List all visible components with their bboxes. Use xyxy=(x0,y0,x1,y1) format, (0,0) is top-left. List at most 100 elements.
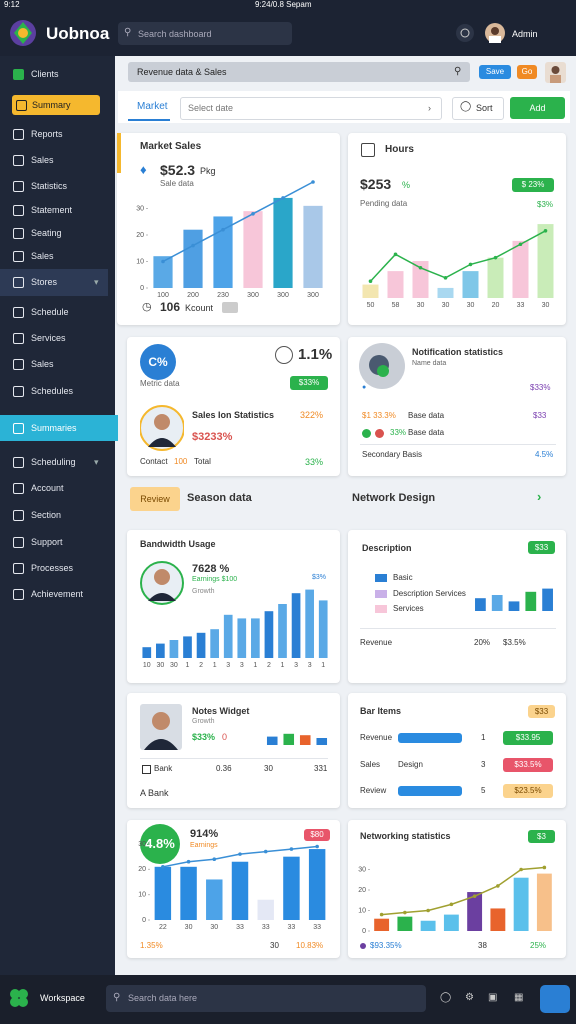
x-tick-label: 22 xyxy=(159,924,167,931)
x-tick-label: 30 xyxy=(467,302,475,309)
x-tick-label: 10 xyxy=(143,662,151,669)
bar xyxy=(169,640,179,658)
sidebar-highlight[interactable] xyxy=(0,269,108,296)
icon-button[interactable]: ⚙ xyxy=(465,992,474,1003)
go-button[interactable]: Go xyxy=(517,65,537,79)
notify-top-value: $33% xyxy=(530,383,551,392)
card-title: Description xyxy=(362,543,412,553)
y-tick-label: 20 xyxy=(358,887,366,894)
sidebar-item[interactable]: Seating xyxy=(31,228,62,238)
tab[interactable]: Market xyxy=(137,101,168,112)
sort-button[interactable] xyxy=(452,97,504,120)
legend-swatch xyxy=(375,590,387,598)
sidebar-chevron[interactable]: ▾ xyxy=(94,277,99,287)
legend-label: Basic xyxy=(393,573,413,582)
sidebar-item[interactable]: Achievement xyxy=(31,589,84,599)
line-point xyxy=(379,912,384,917)
x-tick-label: 300 xyxy=(307,292,319,299)
card-tag: $3% xyxy=(537,200,554,209)
bar xyxy=(397,916,413,931)
profile-avatar[interactable] xyxy=(545,62,566,83)
sidebar-item[interactable]: Account xyxy=(31,483,64,493)
sidebar-item[interactable]: Scheduling xyxy=(31,457,76,467)
sidebar-item[interactable]: Processes xyxy=(31,563,74,573)
line-point xyxy=(472,894,477,898)
avatar[interactable] xyxy=(485,23,505,43)
card-earnings: Earnings $100 xyxy=(192,576,238,583)
sidebar-item[interactable]: Support xyxy=(31,537,63,547)
save-button[interactable]: Save xyxy=(479,65,511,79)
card-icon: ♦ xyxy=(140,162,147,177)
sidebar-item[interactable]: Summaries xyxy=(31,423,77,433)
date-select[interactable] xyxy=(180,97,442,120)
y-tick-label: 30 xyxy=(138,841,146,848)
line-point xyxy=(468,262,473,267)
sidebar-item[interactable]: Reports xyxy=(31,129,63,139)
row-extra: $33 xyxy=(533,411,547,420)
sidebar-item[interactable]: Services xyxy=(31,333,66,343)
filter-bar[interactable] xyxy=(128,62,470,82)
sidebar-highlight[interactable] xyxy=(0,415,118,441)
icon-button[interactable]: ▣ xyxy=(488,992,498,1003)
sidebar-item[interactable]: Statistics xyxy=(31,181,68,191)
bar xyxy=(183,229,203,288)
sidebar-item[interactable]: Sales xyxy=(31,155,54,165)
bar xyxy=(513,877,529,931)
row-label: Revenue xyxy=(360,733,393,742)
x-tick-label: 2 xyxy=(267,662,271,669)
sidebar-icon xyxy=(13,563,24,574)
filter-icon: ⚲ xyxy=(454,66,462,77)
sidebar-icon xyxy=(13,333,24,344)
fab-button[interactable] xyxy=(540,985,570,1013)
card-title: Bandwidth Usage xyxy=(140,539,216,549)
bar xyxy=(387,271,404,298)
legend-dot xyxy=(360,943,366,949)
metric-caption: Metric data xyxy=(140,379,180,388)
sidebar-item[interactable]: Schedules xyxy=(31,386,74,396)
person-photo xyxy=(140,405,184,451)
sidebar-highlight[interactable] xyxy=(12,95,100,115)
icon-button[interactable]: ▦ xyxy=(514,992,524,1003)
sidebar-item[interactable]: Stores xyxy=(31,277,58,287)
sidebar-item[interactable]: Sales xyxy=(31,251,54,261)
notification-icon[interactable] xyxy=(455,23,475,43)
sidebar-item[interactable]: Section xyxy=(31,510,62,520)
card-growth: Growth xyxy=(192,588,215,595)
card-title: Notes Widget xyxy=(192,706,250,716)
search-box[interactable] xyxy=(118,22,292,45)
divider xyxy=(140,758,328,759)
tab-underline xyxy=(128,119,170,121)
chart xyxy=(475,588,553,611)
card-footer-value: 10.83% xyxy=(296,941,324,950)
line xyxy=(162,181,314,263)
row-value: 0.36 xyxy=(216,764,232,773)
add-button[interactable]: Add xyxy=(510,97,565,119)
bar xyxy=(487,257,504,298)
bar xyxy=(153,256,173,288)
bottom-search[interactable] xyxy=(106,985,426,1012)
line-point xyxy=(221,227,225,232)
sidebar-item[interactable]: Schedule xyxy=(31,307,69,317)
card-value: 914% xyxy=(190,828,219,840)
bar xyxy=(243,211,263,288)
card-footer-value: 25% xyxy=(530,941,547,950)
row-label: Review xyxy=(360,786,387,795)
row-badge: $33.95 xyxy=(503,731,553,745)
contact-total: Total xyxy=(194,457,211,466)
sidebar-item[interactable]: Summary xyxy=(32,100,71,110)
sidebar-item[interactable]: Clients xyxy=(31,69,59,79)
y-tick-label: 30 xyxy=(358,866,366,873)
bar xyxy=(299,735,311,745)
sidebar-icon xyxy=(13,537,24,548)
x-tick-label: 30 xyxy=(417,302,425,309)
icon-button[interactable]: ◯ xyxy=(440,992,452,1003)
section-arrow[interactable]: › xyxy=(537,489,542,504)
sidebar-chevron[interactable]: ▾ xyxy=(94,457,99,467)
bar xyxy=(291,593,301,658)
card-value: 7628 % xyxy=(192,563,230,575)
sidebar-item[interactable]: Statement xyxy=(31,205,73,215)
progress-bar xyxy=(398,733,462,743)
sidebar-item[interactable]: Sales xyxy=(31,359,54,369)
row-label: Bank xyxy=(154,764,173,773)
section-badge[interactable]: Review xyxy=(130,487,180,511)
